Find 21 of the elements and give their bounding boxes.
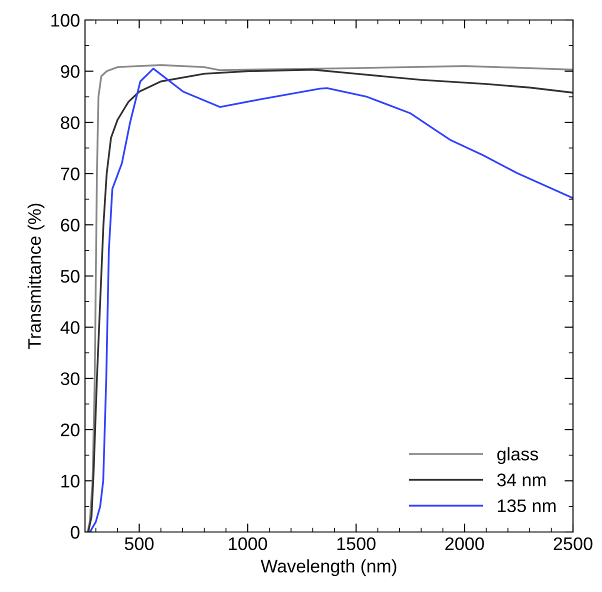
legend-label: 34 nm <box>497 474 546 486</box>
legend-label: glass <box>497 447 538 464</box>
x-tick-label: 2000 <box>445 537 484 550</box>
y-tick-label: 50 <box>60 270 80 283</box>
y-tick-label: 20 <box>60 424 80 436</box>
x-axis-title: Wavelength (nm) <box>260 559 396 576</box>
y-tick-label: 40 <box>60 321 80 334</box>
x-tick-label: 2500 <box>554 537 592 550</box>
x-tick-label: 500 <box>124 537 154 550</box>
y-tick-label: 30 <box>60 372 80 386</box>
y-tick-label: 10 <box>61 474 80 488</box>
legend-label: 135 nm <box>498 499 556 512</box>
x-tick-label: 1500 <box>337 537 376 550</box>
y-tick-label: 100 <box>51 14 80 27</box>
x-tick-label: 1000 <box>228 537 268 550</box>
y-tick-label: 0 <box>70 526 80 539</box>
y-tick-label: 70 <box>60 168 80 180</box>
y-tick-label: 80 <box>60 116 80 130</box>
y-tick-label: 90 <box>60 65 80 78</box>
y-tick-label: 60 <box>60 218 80 232</box>
y-axis-title: Transmittance (%) <box>28 204 44 349</box>
